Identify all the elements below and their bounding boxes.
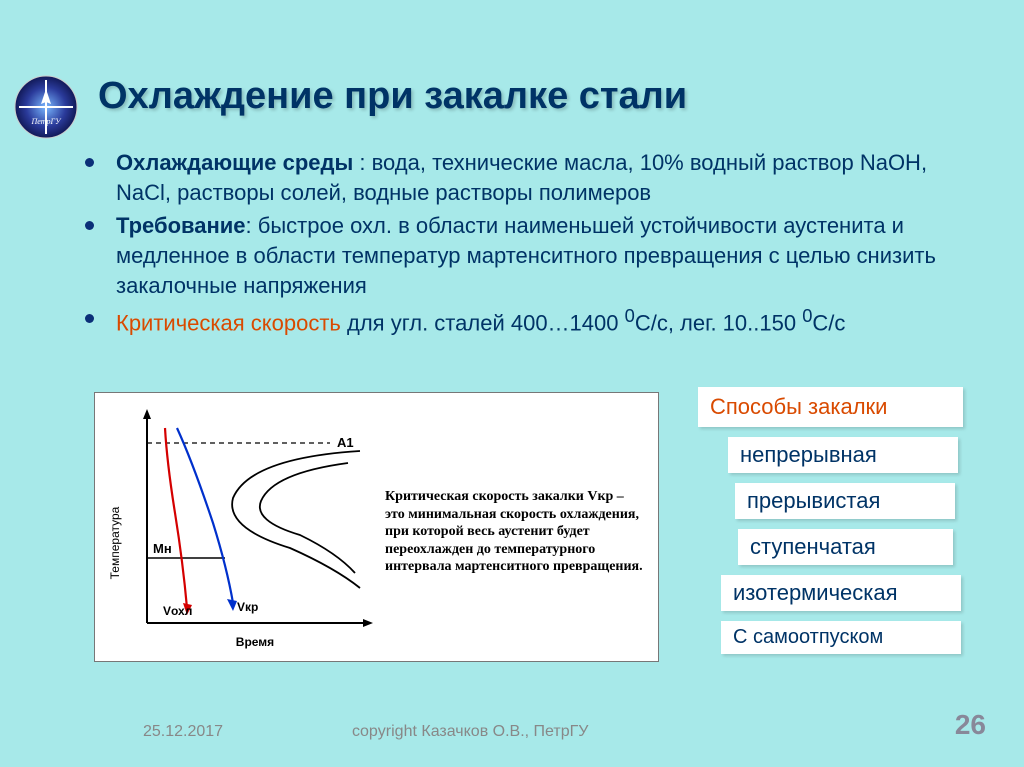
bullet-dot-icon (85, 221, 94, 230)
bullet-item: Требование: быстрое охл. в области наиме… (85, 211, 970, 300)
xlabel: Время (236, 635, 274, 649)
slide-title: Охлаждение при закалке стали (98, 75, 687, 118)
panel-item: прерывистая (735, 483, 955, 519)
bullet-item: Охлаждающие среды : вода, технические ма… (85, 148, 970, 207)
methods-panel: Способы закалки непрерывная прерывистая … (683, 387, 973, 664)
panel-item: непрерывная (728, 437, 958, 473)
bullet-item: Критическая скорость для угл. сталей 400… (85, 304, 970, 338)
footer-date: 25.12.2017 (143, 723, 223, 741)
bullet-dot-icon (85, 314, 94, 323)
university-logo-icon: ПетрГУ (14, 75, 78, 139)
panel-item: ступенчатая (738, 529, 953, 565)
bullet-dot-icon (85, 158, 94, 167)
footer-copyright: copyright Казачков О.В., ПетрГУ (352, 723, 588, 741)
panel-item: С самоотпуском (721, 621, 961, 654)
diagram-caption: Критическая скорость закалки Vкр – это м… (385, 488, 645, 576)
panel-item: изотермическая (721, 575, 961, 611)
voxl-label: Vохл (163, 604, 192, 618)
ylabel: Температура (108, 506, 122, 579)
panel-header: Способы закалки (698, 387, 963, 427)
quenching-diagram: Температура Время A1 Мн Vохл Vкр (105, 403, 385, 653)
bullet-text: Охлаждающие среды : вода, технические ма… (116, 148, 970, 207)
bullet-list: Охлаждающие среды : вода, технические ма… (85, 148, 970, 342)
mn-label: Мн (153, 541, 172, 556)
slide-number: 26 (955, 709, 986, 741)
diagram-container: Температура Время A1 Мн Vохл Vкр Критиче… (94, 392, 659, 662)
bullet-text: Требование: быстрое охл. в области наиме… (116, 211, 970, 300)
bullet-text: Критическая скорость для угл. сталей 400… (116, 304, 845, 338)
a1-label: A1 (337, 435, 354, 450)
svg-text:ПетрГУ: ПетрГУ (31, 117, 63, 126)
vkp-label: Vкр (237, 600, 258, 614)
slide: ПетрГУ Охлаждение при закалке стали Охла… (0, 0, 1024, 767)
